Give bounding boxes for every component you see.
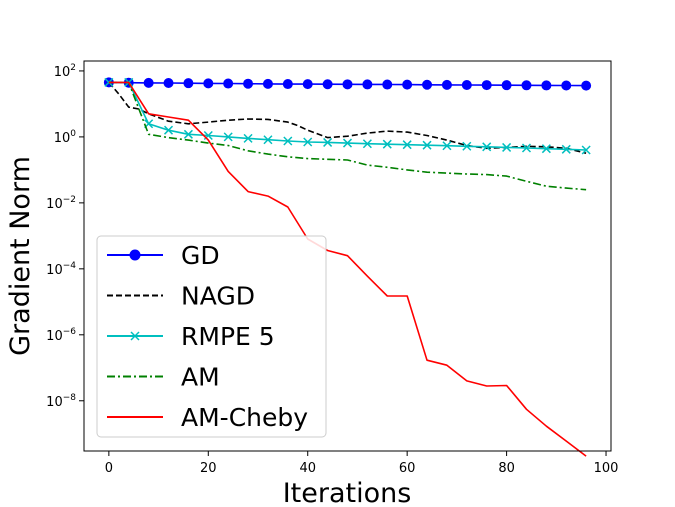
legend-item-am-cheby: AM-Cheby: [107, 403, 308, 432]
x-tick-label: 0: [105, 461, 113, 476]
data-point: [502, 142, 512, 152]
legend-item-am: AM: [107, 363, 220, 392]
x-tick-label: 80: [498, 461, 515, 476]
data-point: [422, 79, 433, 90]
data-point: [462, 141, 472, 151]
data-point: [581, 145, 591, 155]
data-point: [243, 78, 254, 89]
data-point: [382, 79, 393, 90]
data-point: [303, 137, 313, 147]
x-axis-label: Iterations: [283, 478, 412, 507]
data-point: [203, 78, 214, 89]
legend-item-nagd: NAGD: [107, 282, 255, 311]
data-point: [302, 79, 313, 90]
data-point: [402, 140, 412, 150]
y-tick-label: 100: [54, 129, 77, 146]
data-point: [521, 143, 532, 153]
series-layer: [103, 77, 592, 457]
data-point: [223, 78, 234, 89]
data-point: [143, 77, 154, 88]
data-point: [561, 144, 571, 154]
data-point: [163, 78, 174, 89]
data-point: [183, 78, 194, 89]
data-point: [402, 79, 413, 90]
y-tick-label: 102: [54, 63, 76, 80]
data-point: [263, 135, 273, 145]
data-point: [243, 133, 253, 143]
plot-frame: [83, 60, 612, 452]
data-point: [163, 125, 174, 135]
data-point: [581, 80, 592, 91]
legend-label: RMPE 5: [181, 322, 275, 351]
data-point: [501, 80, 512, 91]
data-point: [521, 80, 532, 91]
data-point: [481, 80, 492, 91]
data-point: [283, 136, 293, 146]
data-point: [441, 79, 452, 90]
data-point: [362, 79, 373, 90]
data-point: [104, 77, 114, 87]
data-point: [541, 144, 551, 154]
data-point: [482, 142, 492, 152]
data-point: [561, 80, 572, 91]
data-point: [342, 138, 353, 148]
x-tick-label: 60: [399, 461, 416, 476]
data-point: [262, 78, 273, 89]
legend-label: GD: [181, 241, 220, 270]
legend-item-rmpe-5: RMPE 5: [107, 322, 275, 351]
data-point: [183, 129, 193, 139]
data-point: [362, 139, 372, 149]
data-point: [322, 79, 333, 90]
axis-ticks: 0 20 40 60 80 100 10−8 10−6 10−4 10−2 100 102: [46, 63, 618, 476]
data-point: [342, 79, 353, 90]
data-point: [282, 79, 293, 90]
x-tick-label: 100: [594, 461, 619, 476]
x-tick-label: 40: [299, 461, 316, 476]
y-tick-label: 10−4: [46, 261, 76, 278]
legend-box: [96, 235, 327, 438]
data-point: [461, 79, 472, 90]
series-line-am-cheby: [108, 81, 587, 457]
data-point: [323, 137, 333, 147]
data-point: [223, 132, 233, 142]
x-tick-label: 20: [200, 461, 217, 476]
series-line-am: [108, 81, 587, 191]
legend-item-gd: GD: [107, 241, 220, 270]
legend-label: AM-Cheby: [181, 403, 308, 432]
data-point: [422, 140, 432, 150]
data-point: [541, 80, 552, 91]
series-am-cheby: [108, 81, 587, 457]
legend-marker: [129, 249, 141, 261]
legend-label: NAGD: [181, 282, 255, 311]
y-tick-label: 10−6: [46, 327, 76, 344]
y-tick-label: 10−8: [46, 393, 76, 410]
legend-marker: [130, 331, 140, 341]
data-point: [442, 141, 452, 151]
y-tick-label: 10−2: [46, 195, 76, 212]
legend: GD NAGD RMPE 5 AM AM-Cheby: [96, 235, 327, 438]
series-am: [108, 81, 587, 191]
legend-label: AM: [181, 363, 220, 392]
data-point: [382, 139, 392, 149]
y-axis-label: Gradient Norm: [5, 156, 36, 356]
